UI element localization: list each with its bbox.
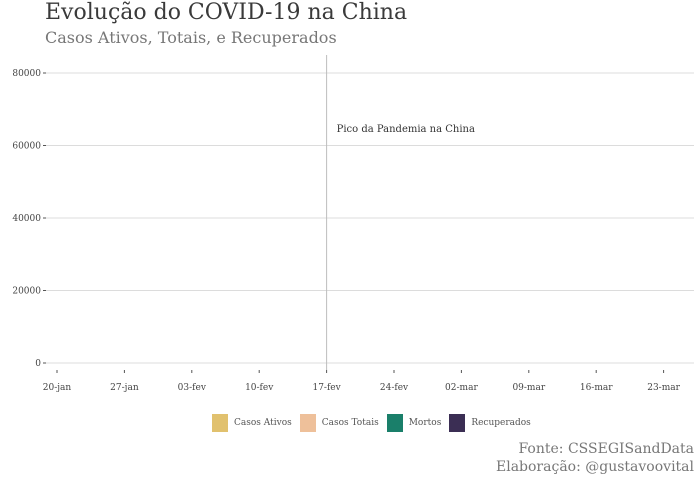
y-tick-label: 40000 — [12, 214, 41, 224]
x-tick-label: 02-mar — [445, 383, 478, 393]
chart-title: Evolução do COVID-19 na China — [45, 0, 408, 25]
legend: Casos Ativos Casos Totais Mortos Recuperado… — [212, 414, 531, 432]
peak-annotation: Pico da Pandemia na China — [337, 124, 475, 135]
x-tick-label: 27-jan — [110, 383, 139, 393]
x-tick-label: 20-jan — [43, 383, 72, 393]
chart-subtitle: Casos Ativos, Totais, e Recuperados — [45, 28, 337, 47]
x-tick-label: 24-fev — [380, 383, 409, 393]
legend-item: Recuperados — [449, 414, 531, 432]
x-tick-label: 16-mar — [580, 383, 613, 393]
y-tick-label: 0 — [35, 359, 41, 369]
legend-label: Mortos — [408, 418, 442, 428]
legend-label: Casos Totais — [321, 418, 379, 428]
legend-item: Casos Totais — [299, 414, 379, 432]
y-tick-label: 80000 — [12, 69, 41, 79]
caption-source: Fonte: CSSEGISandData — [518, 441, 694, 457]
legend-item: Mortos — [386, 414, 442, 432]
legend-swatch — [212, 414, 228, 432]
legend-swatch — [386, 414, 403, 432]
caption-author: Elaboração: @gustavoovital — [496, 459, 694, 475]
caption: Fonte: CSSEGISandData Elaboração: @gusta… — [496, 440, 694, 476]
legend-swatch — [299, 414, 316, 432]
x-tick-label: 10-fev — [245, 383, 274, 393]
legend-swatch — [449, 414, 466, 432]
legend-label: Casos Ativos — [234, 418, 292, 428]
x-tick-label: 23-mar — [647, 383, 680, 393]
x-tick-label: 17-fev — [312, 383, 341, 393]
y-tick-label: 20000 — [12, 287, 41, 297]
x-tick-label: 03-fev — [178, 383, 207, 393]
legend-label: Recuperados — [471, 418, 531, 428]
y-tick-label: 60000 — [12, 142, 41, 152]
x-tick-label: 09-mar — [512, 383, 545, 393]
legend-item: Casos Ativos — [212, 414, 292, 432]
